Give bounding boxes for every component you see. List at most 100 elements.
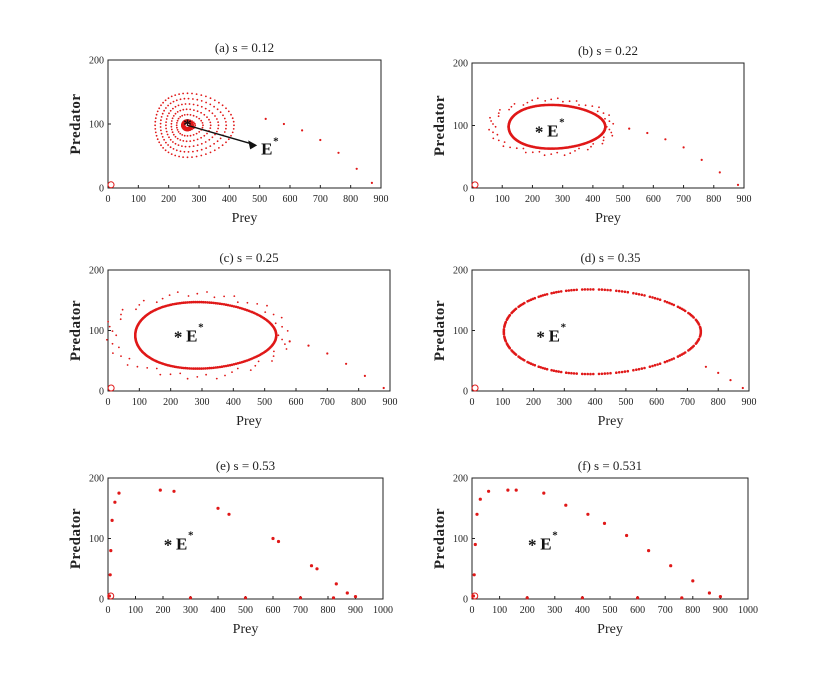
data-point — [473, 542, 477, 547]
data-point — [475, 512, 479, 516]
data-point — [160, 104, 162, 107]
data-point — [617, 371, 621, 374]
data-point — [286, 330, 289, 332]
data-point — [213, 296, 216, 299]
data-point — [637, 367, 641, 371]
data-point — [172, 148, 175, 150]
data-point — [288, 340, 291, 343]
series-points — [154, 92, 373, 184]
data-point — [545, 367, 549, 371]
data-point — [146, 367, 149, 369]
data-point — [230, 363, 234, 367]
data-point — [567, 289, 571, 292]
data-point — [200, 367, 203, 370]
data-point — [489, 116, 491, 119]
data-point — [216, 118, 218, 120]
data-point — [552, 291, 556, 295]
panel-title: (c) s = 0.25 — [219, 250, 278, 265]
data-point — [161, 112, 164, 115]
x-tick-label: 0 — [470, 605, 475, 616]
data-point — [353, 595, 358, 599]
data-point — [121, 308, 124, 311]
x-tick-label: 500 — [238, 605, 253, 616]
data-point — [193, 122, 196, 125]
data-point — [537, 295, 540, 299]
data-point — [578, 104, 580, 106]
data-point — [179, 109, 182, 112]
data-point — [154, 124, 157, 127]
data-point — [184, 145, 187, 148]
data-point — [610, 131, 613, 134]
data-point — [200, 94, 203, 96]
data-point — [167, 104, 170, 107]
x-tick-label: 600 — [289, 397, 304, 408]
data-point — [213, 105, 216, 108]
series-points — [106, 291, 385, 390]
data-point — [213, 142, 216, 145]
data-point — [617, 289, 621, 293]
data-point — [216, 302, 220, 305]
data-point — [205, 153, 207, 156]
data-point — [176, 137, 179, 140]
data-point — [218, 302, 222, 306]
data-point — [665, 300, 669, 304]
panel-title: (a) s = 0.12 — [215, 40, 274, 55]
axes-frame — [471, 477, 749, 600]
x-tick-label: 200 — [161, 194, 176, 205]
data-point — [215, 377, 218, 380]
series-points — [502, 288, 744, 390]
data-point — [620, 370, 624, 374]
y-tick-label: 100 — [453, 326, 468, 337]
data-point — [736, 183, 740, 186]
data-point — [170, 153, 173, 156]
data-point — [514, 353, 518, 356]
data-point — [603, 372, 607, 375]
data-point — [227, 110, 230, 113]
data-point — [212, 301, 215, 305]
data-point — [209, 121, 212, 124]
data-point — [707, 591, 712, 595]
data-point — [163, 109, 166, 112]
x-tick-label: 400 — [588, 397, 603, 408]
x-tick-label: 700 — [676, 194, 691, 205]
data-point — [206, 116, 208, 118]
data-point — [243, 596, 248, 600]
data-point — [487, 489, 491, 493]
data-point — [160, 129, 162, 132]
data-point — [200, 136, 203, 139]
data-point — [538, 150, 541, 153]
data-point — [345, 591, 349, 595]
data-point — [232, 305, 236, 308]
data-point — [603, 288, 607, 292]
y-tick-label: 200 — [89, 56, 104, 67]
data-point — [186, 113, 189, 116]
data-point — [138, 304, 141, 306]
data-point — [505, 318, 509, 322]
data-point — [206, 367, 209, 370]
data-point — [161, 136, 164, 138]
data-point — [490, 120, 492, 122]
data-point — [159, 122, 162, 125]
data-point — [729, 379, 732, 382]
data-point — [597, 288, 601, 291]
data-point — [168, 112, 170, 115]
data-point — [169, 109, 172, 112]
data-point — [155, 301, 158, 304]
data-point — [531, 151, 534, 154]
data-point — [651, 296, 654, 299]
data-point — [106, 338, 108, 341]
x-tick-label: 500 — [603, 605, 618, 616]
data-point — [609, 288, 612, 292]
data-point — [192, 98, 194, 100]
data-point — [575, 372, 578, 375]
data-point — [246, 301, 249, 304]
y-tick-label: 100 — [89, 534, 104, 545]
data-point — [177, 144, 180, 147]
data-point — [609, 371, 612, 375]
data-point — [167, 144, 170, 146]
data-point — [160, 116, 163, 118]
data-point — [492, 137, 495, 140]
data-point — [202, 300, 205, 304]
equilibrium-star: * — [536, 328, 545, 347]
data-point — [602, 521, 607, 526]
